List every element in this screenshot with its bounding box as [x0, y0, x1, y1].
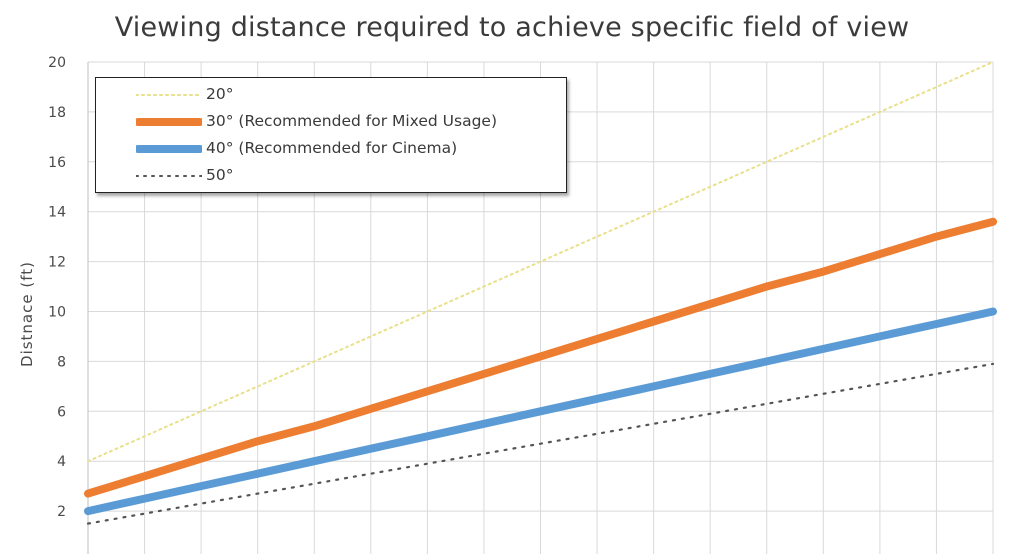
legend-swatch-40deg — [136, 145, 202, 153]
legend-label-40deg: 40° (Recommended for Cinema) — [206, 139, 458, 157]
legend-swatch-50deg — [136, 175, 202, 177]
y-axis-ticks: 02468101214161820 — [48, 55, 66, 520]
legend-swatch-30deg — [136, 118, 202, 126]
legend-item-50deg: 50° — [96, 163, 566, 189]
y-tick-label: 6 — [57, 404, 66, 420]
y-tick-label: 16 — [48, 155, 66, 171]
y-tick-label: 18 — [48, 105, 66, 121]
legend-item-40deg: 40° (Recommended for Cinema) — [96, 136, 566, 162]
legend: 20° 30° (Recommended for Mixed Usage) 40… — [95, 77, 567, 193]
y-tick-label: 20 — [48, 55, 66, 71]
series-line-2 — [84, 307, 997, 516]
series-lines — [84, 61, 997, 525]
legend-label-30deg: 30° (Recommended for Mixed Usage) — [206, 112, 498, 130]
y-tick-label: 2 — [57, 504, 66, 520]
series-line-1 — [84, 217, 997, 498]
y-tick-label: 14 — [48, 205, 66, 221]
y-tick-label: 8 — [57, 354, 66, 370]
y-axis-label: Distnace (ft) — [18, 261, 36, 367]
series-line-3 — [86, 362, 995, 525]
y-tick-label: 4 — [57, 454, 66, 470]
legend-item-20deg: 20° — [96, 82, 566, 108]
series-line-0 — [87, 61, 994, 463]
legend-label-20deg: 20° — [206, 85, 234, 103]
y-tick-label: 12 — [48, 255, 66, 271]
y-tick-label: 10 — [48, 305, 66, 321]
legend-item-30deg: 30° (Recommended for Mixed Usage) — [96, 109, 566, 135]
legend-label-50deg: 50° — [206, 166, 234, 184]
chart-title: Viewing distance required to achieve spe… — [114, 12, 910, 43]
legend-swatch-20deg — [136, 94, 202, 96]
